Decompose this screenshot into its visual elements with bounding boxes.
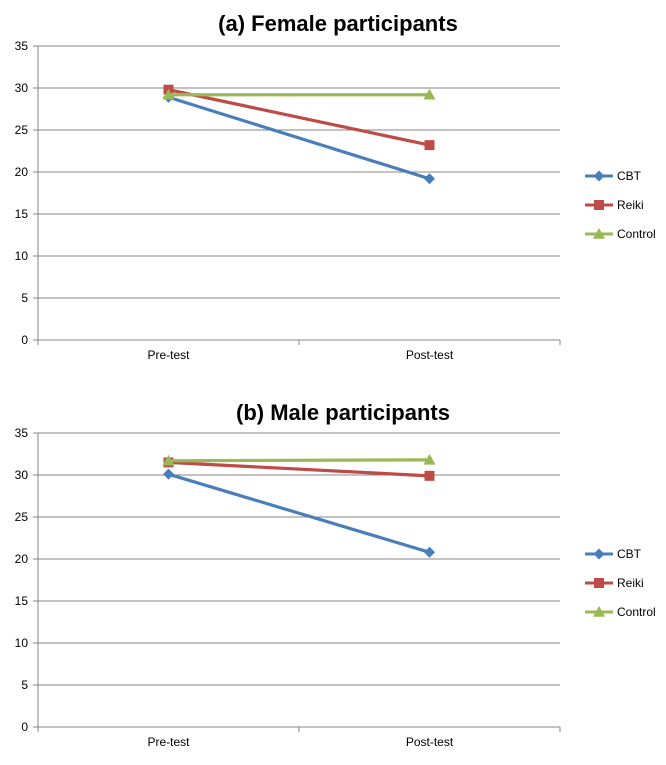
y-tick-label: 30 <box>15 468 29 482</box>
series-line-reiki <box>168 88 430 147</box>
legend-marker-reiki <box>594 200 604 210</box>
x-tick-label: Pre-test <box>147 348 190 362</box>
y-tick-label: 0 <box>21 720 28 734</box>
y-tick-label: 35 <box>15 426 29 440</box>
data-point-cbt <box>163 468 174 480</box>
legend-label-cbt: CBT <box>617 169 642 183</box>
chart-title: (a) Female participants <box>218 11 458 36</box>
series-line-cbt <box>168 95 430 181</box>
chart-panel-male: (b) Male participants 0 5 10 15 20 25 30 35 Pre-… <box>0 385 666 765</box>
legend-marker-cbt <box>593 170 605 182</box>
legend-label-control: Control <box>617 605 656 619</box>
legend-label-cbt: CBT <box>617 547 642 561</box>
legend-marker-reiki <box>594 578 604 588</box>
data-point-control <box>162 88 175 100</box>
legend-marker-control <box>593 228 605 239</box>
y-tick-label: 15 <box>15 594 29 608</box>
series-line-cbt <box>168 472 430 554</box>
y-tick-label: 15 <box>15 207 29 221</box>
x-tick-label: Post-test <box>406 735 454 749</box>
data-point-control <box>162 454 175 466</box>
y-tick-label: 30 <box>15 81 29 95</box>
y-tick-label: 10 <box>15 636 29 650</box>
legend-label-reiki: Reiki <box>617 576 644 590</box>
chart-male: (b) Male participants 0 5 10 15 20 25 30 35 Pre-… <box>15 400 656 749</box>
y-tick-label: 25 <box>15 510 29 524</box>
series-line-reiki <box>168 460 430 478</box>
data-point-reiki <box>424 470 435 481</box>
y-tick-label: 25 <box>15 123 29 137</box>
chart-female: (a) Female participants 0 5 10 15 20 25 30 35 Pr… <box>15 11 656 362</box>
data-point-control <box>423 88 436 100</box>
data-point-cbt <box>424 173 435 185</box>
series-line-control <box>168 458 430 463</box>
y-tick-label: 35 <box>15 39 29 53</box>
y-tick-label: 5 <box>21 678 28 692</box>
data-point-control <box>423 453 436 465</box>
legend-label-control: Control <box>617 227 656 241</box>
data-point-cbt <box>424 546 435 558</box>
y-tick-label: 10 <box>15 249 29 263</box>
legend-marker-cbt <box>593 548 605 560</box>
chart-title: (b) Male participants <box>236 400 450 425</box>
y-tick-label: 0 <box>21 333 28 347</box>
x-tick-label: Pre-test <box>147 735 190 749</box>
data-point-reiki <box>424 140 435 151</box>
y-tick-label: 5 <box>21 291 28 305</box>
y-tick-label: 20 <box>15 552 29 566</box>
legend-marker-control <box>593 606 605 617</box>
x-tick-label: Post-test <box>406 348 454 362</box>
legend-label-reiki: Reiki <box>617 198 644 212</box>
y-tick-label: 20 <box>15 165 29 179</box>
chart-panel-female: (a) Female participants 0 5 10 15 20 25 30 35 Pr… <box>0 0 666 380</box>
